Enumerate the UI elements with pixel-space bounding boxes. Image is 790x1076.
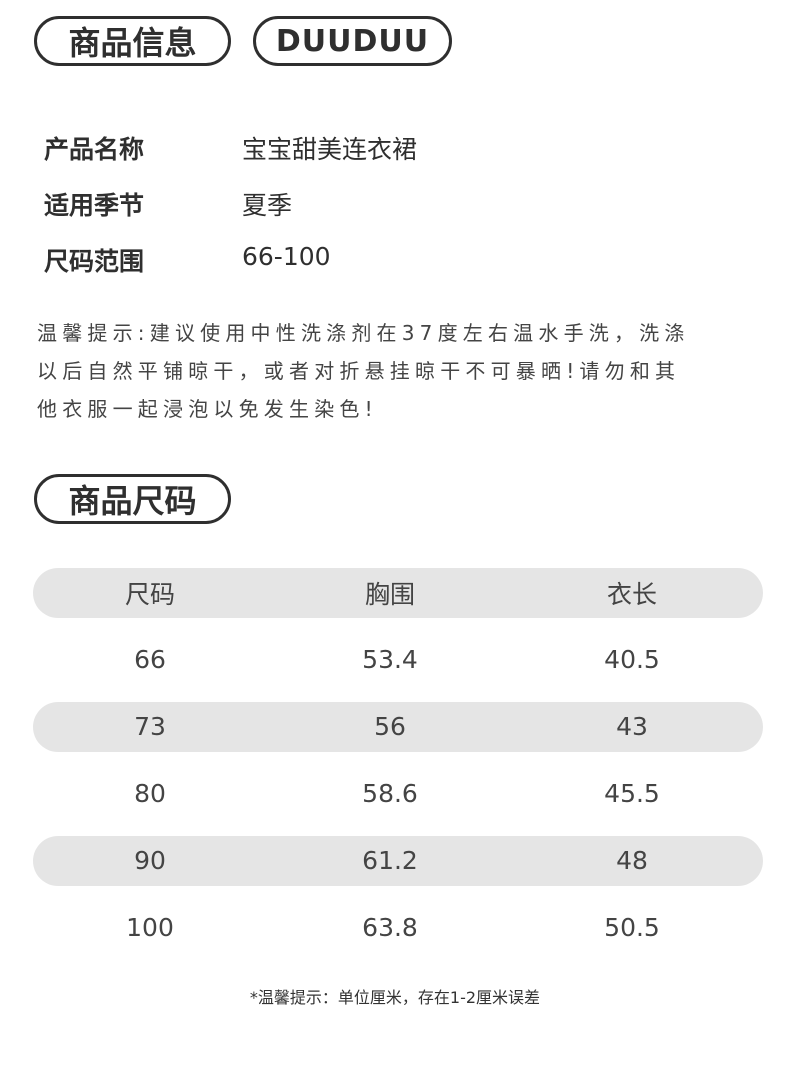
column-header: 胸围: [364, 580, 416, 609]
cell: 61.2: [362, 846, 418, 875]
notice-line: 他衣服一起浸泡以免发生染色!: [37, 397, 378, 421]
cell: 80: [134, 779, 166, 808]
cell: 73: [134, 712, 166, 741]
cell: 45.5: [604, 779, 660, 808]
info-value: 66-100: [242, 242, 331, 271]
table-row: 66 53.4 40.5: [33, 626, 763, 693]
cell: 90: [134, 846, 166, 875]
table-row: 80 58.6 45.5: [33, 760, 763, 827]
cell: 58.6: [362, 779, 418, 808]
column-header: 尺码: [124, 580, 176, 609]
info-row: 产品名称 宝宝甜美连衣裙: [44, 130, 417, 166]
notice-line: 温馨提示:建议使用中性洗涤剂在37度左右温水手洗，洗涤: [37, 321, 690, 345]
notice-line: 以后自然平铺晾干，或者对折悬挂晾干不可暴晒!请勿和其: [37, 359, 681, 383]
table-row: 90 61.2 48: [33, 827, 763, 894]
brand-logo: DUUDUU: [253, 16, 452, 66]
cell: 56: [374, 712, 406, 741]
section-title-text: 商品信息: [68, 24, 197, 62]
cell: 40.5: [604, 645, 660, 674]
section-title-product-info: 商品信息: [34, 16, 231, 66]
cell: 63.8: [362, 913, 418, 942]
size-table: 尺码 胸围 衣长 66 53.4 40.5 73 56 43 80 58.6 4…: [33, 568, 763, 961]
info-row: 尺码范围 66-100: [44, 242, 331, 278]
info-label: 尺码范围: [44, 247, 145, 276]
info-value: 夏季: [242, 191, 293, 220]
cell: 43: [616, 712, 648, 741]
brand-text: DUUDUU: [275, 23, 430, 59]
cell: 53.4: [362, 645, 418, 674]
section-title-size: 商品尺码: [34, 474, 231, 524]
cell: 48: [616, 846, 648, 875]
cell: 50.5: [604, 913, 660, 942]
section-title-text: 商品尺码: [68, 482, 197, 520]
info-label: 适用季节: [44, 191, 145, 220]
info-label: 产品名称: [44, 135, 145, 164]
table-header: 尺码 胸围 衣长: [33, 568, 763, 618]
cell: 66: [134, 645, 166, 674]
care-notice: 温馨提示:建议使用中性洗涤剂在37度左右温水手洗，洗涤 以后自然平铺晾干，或者对…: [37, 314, 757, 428]
table-row: 73 56 43: [33, 693, 763, 760]
footnote: *温馨提示：单位厘米，存在1-2厘米误差: [249, 988, 541, 1007]
info-value: 宝宝甜美连衣裙: [242, 135, 418, 164]
cell: 100: [126, 913, 174, 942]
column-header: 衣长: [606, 580, 658, 609]
info-row: 适用季节 夏季: [44, 186, 292, 222]
table-row: 100 63.8 50.5: [33, 894, 763, 961]
